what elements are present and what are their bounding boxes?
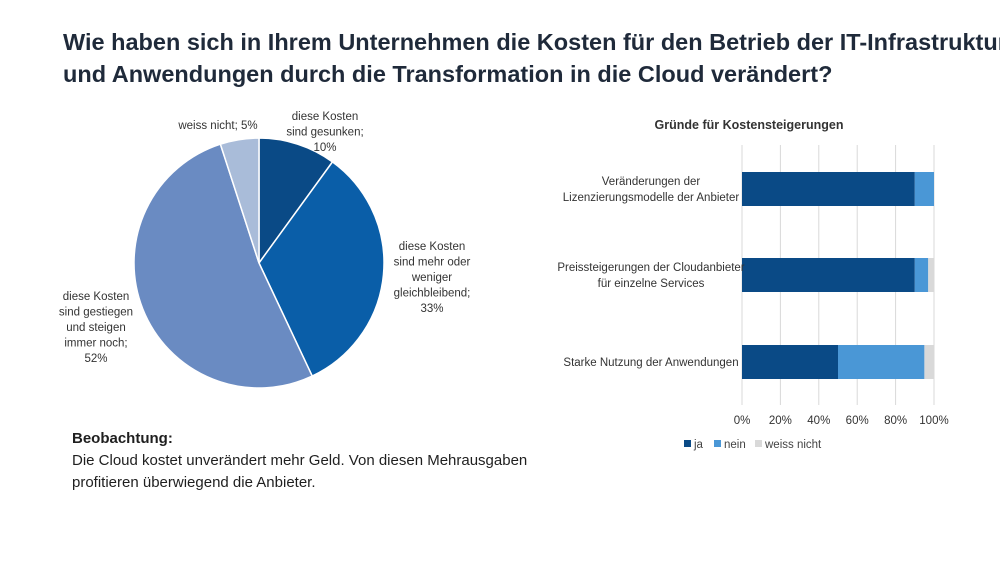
bar-2-weiss-nicht — [924, 345, 934, 379]
x-tick-label-4: 80% — [884, 415, 907, 427]
observation-text-line-2: profitieren überwiegend die Anbieter. — [72, 474, 316, 491]
x-tick-label-5: 100% — [919, 415, 948, 427]
title-line-1: Wie haben sich in Ihrem Unternehmen die … — [63, 29, 1000, 55]
bar-1-ja — [742, 258, 915, 292]
category-label-1: Preissteigerungen der Cloudanbieter für e… — [557, 262, 744, 290]
title-line-2: und Anwendungen durch die Transformation… — [63, 61, 833, 87]
bar-1-weiss-nicht — [928, 258, 934, 292]
pie-slice-label-1: diese Kosten sind mehr oder weniger gleichb… — [394, 241, 471, 315]
legend-swatch-weiss-nicht — [755, 440, 762, 447]
pie-slice-0 — [258, 137, 334, 266]
pie-slice-label-2: diese Kosten sind gestiegen und steigen imm… — [59, 291, 133, 365]
observation-heading: Beobachtung: — [72, 430, 173, 447]
pie-slice-1 — [258, 160, 385, 378]
observation-text-line-1: Die Cloud kostet unverändert mehr Geld. … — [72, 452, 528, 469]
observation-box: Beobachtung: Die Cloud kostet unveränder… — [72, 428, 592, 494]
legend-label-weiss-nicht: weiss nicht — [764, 439, 822, 451]
x-tick-label-1: 20% — [769, 415, 792, 427]
pie-slice-label-3: weiss nicht; 5% — [177, 120, 257, 132]
pie-slice-2 — [133, 143, 314, 389]
bar-2-ja — [742, 345, 838, 379]
bar-0-ja — [742, 172, 915, 206]
bar-2-nein — [838, 345, 925, 379]
legend-swatch-ja — [684, 440, 691, 447]
bar-chart-title: Gründe für Kostensteigerungen — [655, 118, 844, 132]
pie-chart: diese Kosten sind gesunken; 10% diese Koste… — [59, 111, 471, 389]
x-tick-label-3: 60% — [846, 415, 869, 427]
bar-1-nein — [914, 258, 929, 292]
page-title: Wie haben sich in Ihrem Unternehmen die … — [63, 26, 1000, 90]
pie-slice-3 — [219, 137, 260, 264]
x-tick-label-2: 40% — [807, 415, 830, 427]
x-tick-label-0: 0% — [734, 415, 751, 427]
legend-swatch-nein — [714, 440, 721, 447]
legend-label-ja: ja — [693, 439, 704, 451]
category-label-0: Veränderungen der Lizenzierungsmodelle de… — [563, 176, 740, 204]
category-label-2: Starke Nutzung der Anwendungen — [563, 357, 738, 369]
legend-label-nein: nein — [724, 439, 746, 451]
bar-chart: Gründe für Kostensteigerungen 0% 20% 40% 60%… — [557, 118, 948, 451]
bar-0-nein — [914, 172, 934, 206]
pie-slice-label-0: diese Kosten sind gesunken; 10% — [286, 111, 363, 154]
